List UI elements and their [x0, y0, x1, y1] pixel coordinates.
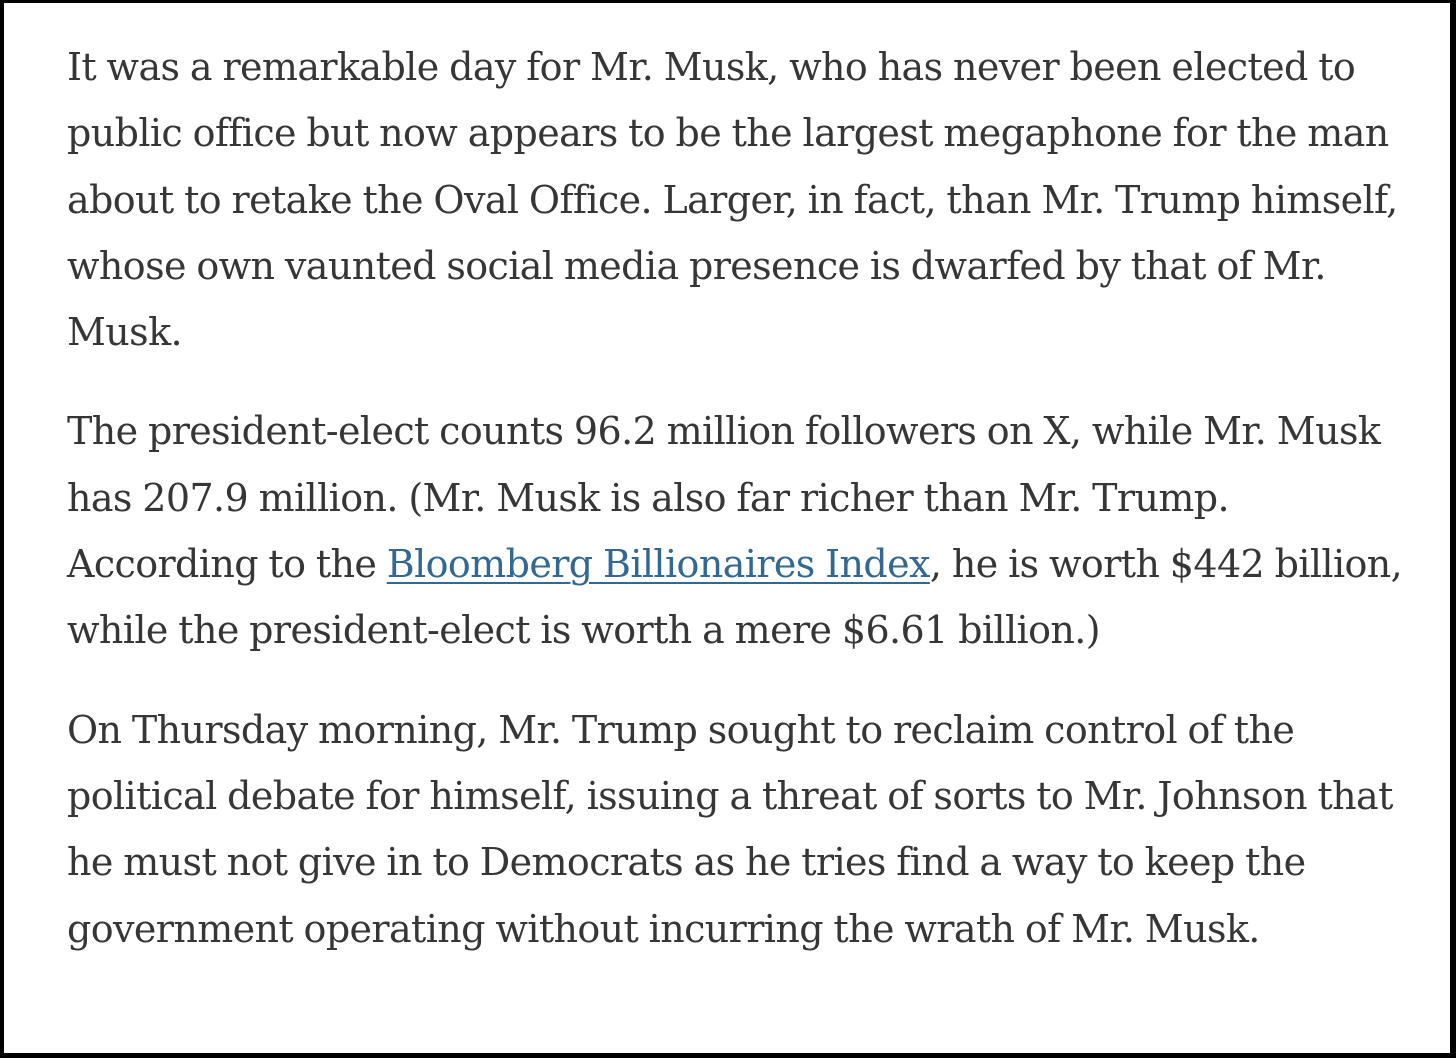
paragraph-2-text-before-link: The president-elect counts 96.2 million …: [67, 409, 1381, 587]
bloomberg-billionaires-index-link[interactable]: Bloomberg Billionaires Index: [386, 542, 931, 587]
article-paragraph-1: It was a remarkable day for Mr. Musk, wh…: [67, 45, 1398, 355]
article-paragraph-3: On Thursday morning, Mr. Trump sought to…: [67, 707, 1393, 951]
article-body: It was a remarkable day for Mr. Musk, wh…: [67, 34, 1407, 995]
article-paragraph-2: The president-elect counts 96.2 million …: [67, 398, 1407, 663]
paragraph-2-text-after-link: , he is worth $442 billion, while the pr…: [67, 542, 1403, 653]
article-frame: It was a remarkable day for Mr. Musk, wh…: [4, 3, 1450, 1053]
